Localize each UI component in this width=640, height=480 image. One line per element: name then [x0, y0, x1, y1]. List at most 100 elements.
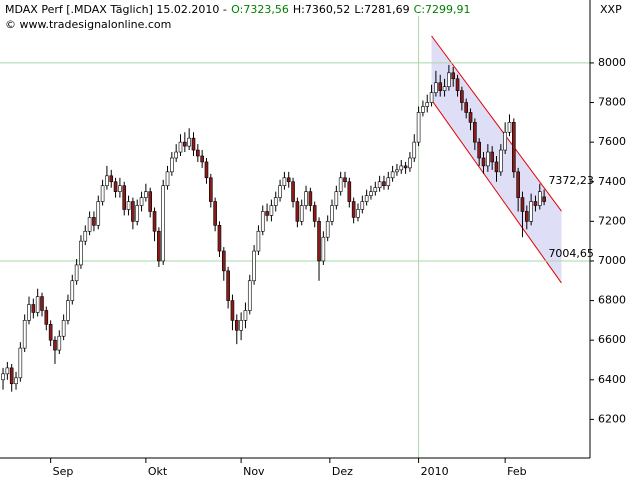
x-tick-label: Feb — [507, 465, 526, 478]
candle-body — [79, 240, 83, 266]
y-tick-label: 8000 — [598, 56, 626, 69]
candle-body — [360, 201, 365, 210]
candle-body — [139, 197, 144, 206]
candle-body — [537, 191, 542, 206]
candle-body — [109, 175, 114, 183]
candle-body — [209, 177, 213, 202]
candle-body — [286, 177, 291, 183]
candle-body — [187, 137, 191, 147]
candle-body — [161, 185, 165, 262]
candle-body — [299, 205, 304, 222]
candle-body — [148, 191, 153, 212]
candle-body — [282, 177, 287, 187]
candle-body — [31, 304, 36, 313]
candle-body — [373, 187, 378, 192]
channel-label: 7372,23 — [548, 174, 594, 187]
candle-body — [412, 141, 417, 159]
candle-body — [113, 181, 118, 192]
candle-body — [230, 300, 235, 321]
y-tick-label: 7400 — [598, 175, 626, 188]
candle-body — [27, 304, 31, 321]
candle-body — [390, 171, 395, 179]
candle-body — [334, 191, 339, 206]
candle-body — [44, 310, 49, 325]
candle-body — [542, 196, 546, 202]
candle-body — [135, 205, 140, 222]
candle-body — [22, 320, 27, 349]
candle-body — [273, 197, 278, 206]
candle-body — [317, 221, 321, 262]
channel-upper — [431, 35, 562, 212]
candle-body — [152, 211, 157, 232]
header-part: O:7323,56 — [231, 3, 289, 16]
candle-body — [204, 161, 209, 179]
x-tick-label: Sep — [53, 465, 74, 478]
y-tick-label: 7000 — [598, 254, 626, 267]
candle-body — [455, 78, 460, 91]
candle-body — [312, 205, 317, 222]
candle-body — [9, 367, 14, 385]
candle-body — [48, 324, 53, 341]
x-tick-label: Dez — [332, 465, 353, 478]
candle-body — [265, 211, 269, 216]
y-tick-label: 6800 — [598, 294, 626, 307]
candle-body — [403, 165, 408, 169]
candle-body — [434, 82, 438, 93]
candle-body — [429, 92, 434, 103]
y-tick-label: 7800 — [598, 96, 626, 109]
candle-body — [377, 181, 382, 188]
candle-body — [100, 185, 105, 202]
candle-body — [122, 185, 127, 210]
candle-body — [408, 157, 412, 169]
candle-body — [118, 185, 122, 192]
candle-body — [83, 230, 88, 242]
candle-body — [239, 320, 243, 331]
candle-body — [105, 175, 109, 187]
candle-body — [126, 201, 131, 210]
candle-body — [386, 177, 391, 187]
candle-body — [356, 209, 360, 218]
candle-body — [343, 177, 347, 183]
candle-body — [477, 141, 481, 159]
candle-body — [369, 191, 373, 196]
candle-body — [278, 185, 282, 198]
candle-body — [170, 157, 174, 173]
candle-body — [61, 320, 66, 337]
chart-header: MDAX Perf [.MDAX Täglich] 15.02.2010 - O:… — [5, 3, 471, 16]
candle-body — [291, 181, 295, 202]
candle-body — [70, 280, 75, 301]
candle-body — [395, 169, 399, 173]
candle-body — [304, 191, 308, 206]
x-tick-label: Nov — [243, 465, 265, 478]
candle-body — [243, 310, 248, 321]
candle-body — [460, 90, 464, 103]
candle-body — [53, 339, 57, 351]
copyright: © www.tradesignalonline.com — [5, 18, 171, 31]
axis-name: XXP — [600, 3, 622, 16]
y-tick-label: 7200 — [598, 214, 626, 227]
candle-body — [321, 236, 326, 262]
candle-body — [74, 264, 79, 282]
y-tick-label: 6400 — [598, 373, 626, 386]
candle-body — [92, 217, 96, 226]
candle-body — [217, 225, 222, 252]
candle-body — [338, 177, 343, 192]
y-tick-label: 6600 — [598, 333, 626, 346]
candle-body — [87, 217, 92, 232]
candle-body — [520, 197, 525, 212]
header-part: H:7360,52 — [293, 3, 350, 16]
candle-body — [200, 155, 204, 163]
header-part: MDAX Perf [.MDAX Täglich] 15.02.2010 - — [5, 3, 227, 16]
candle-body — [157, 230, 161, 262]
candle-body — [196, 149, 200, 157]
header-part: C:7299,91 — [414, 3, 471, 16]
candle-body — [442, 86, 447, 91]
y-tick-label: 6200 — [598, 412, 626, 425]
channel-label: 7004,65 — [548, 247, 594, 260]
candle-body — [174, 151, 178, 159]
candle-body — [35, 296, 40, 313]
candle-body — [5, 367, 10, 375]
candle-body — [416, 112, 421, 143]
candle-body — [14, 377, 18, 385]
